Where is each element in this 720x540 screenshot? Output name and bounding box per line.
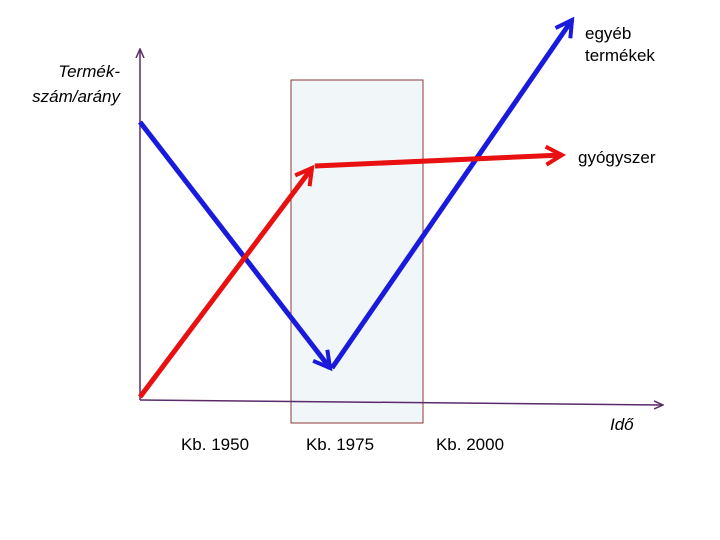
- curve-label: gyógyszer: [578, 148, 656, 167]
- y-axis-label: Termék-: [58, 62, 120, 81]
- red-rise: [138, 164, 315, 399]
- blue-rise: [329, 16, 575, 370]
- y-axis-label: szám/arány: [32, 87, 121, 106]
- time-label: Kb. 1950: [181, 435, 249, 454]
- curve-label: egyéb: [585, 24, 631, 43]
- time-label: Kb. 2000: [436, 435, 504, 454]
- x-axis: [139, 399, 662, 405]
- red-plateau: [314, 144, 567, 169]
- highlight-period: [290, 79, 424, 424]
- time-label: Kb. 1975: [306, 435, 374, 454]
- x-axis-label: Idő: [610, 415, 634, 434]
- curve-label: termékek: [585, 46, 655, 65]
- blue-decline: [138, 120, 333, 372]
